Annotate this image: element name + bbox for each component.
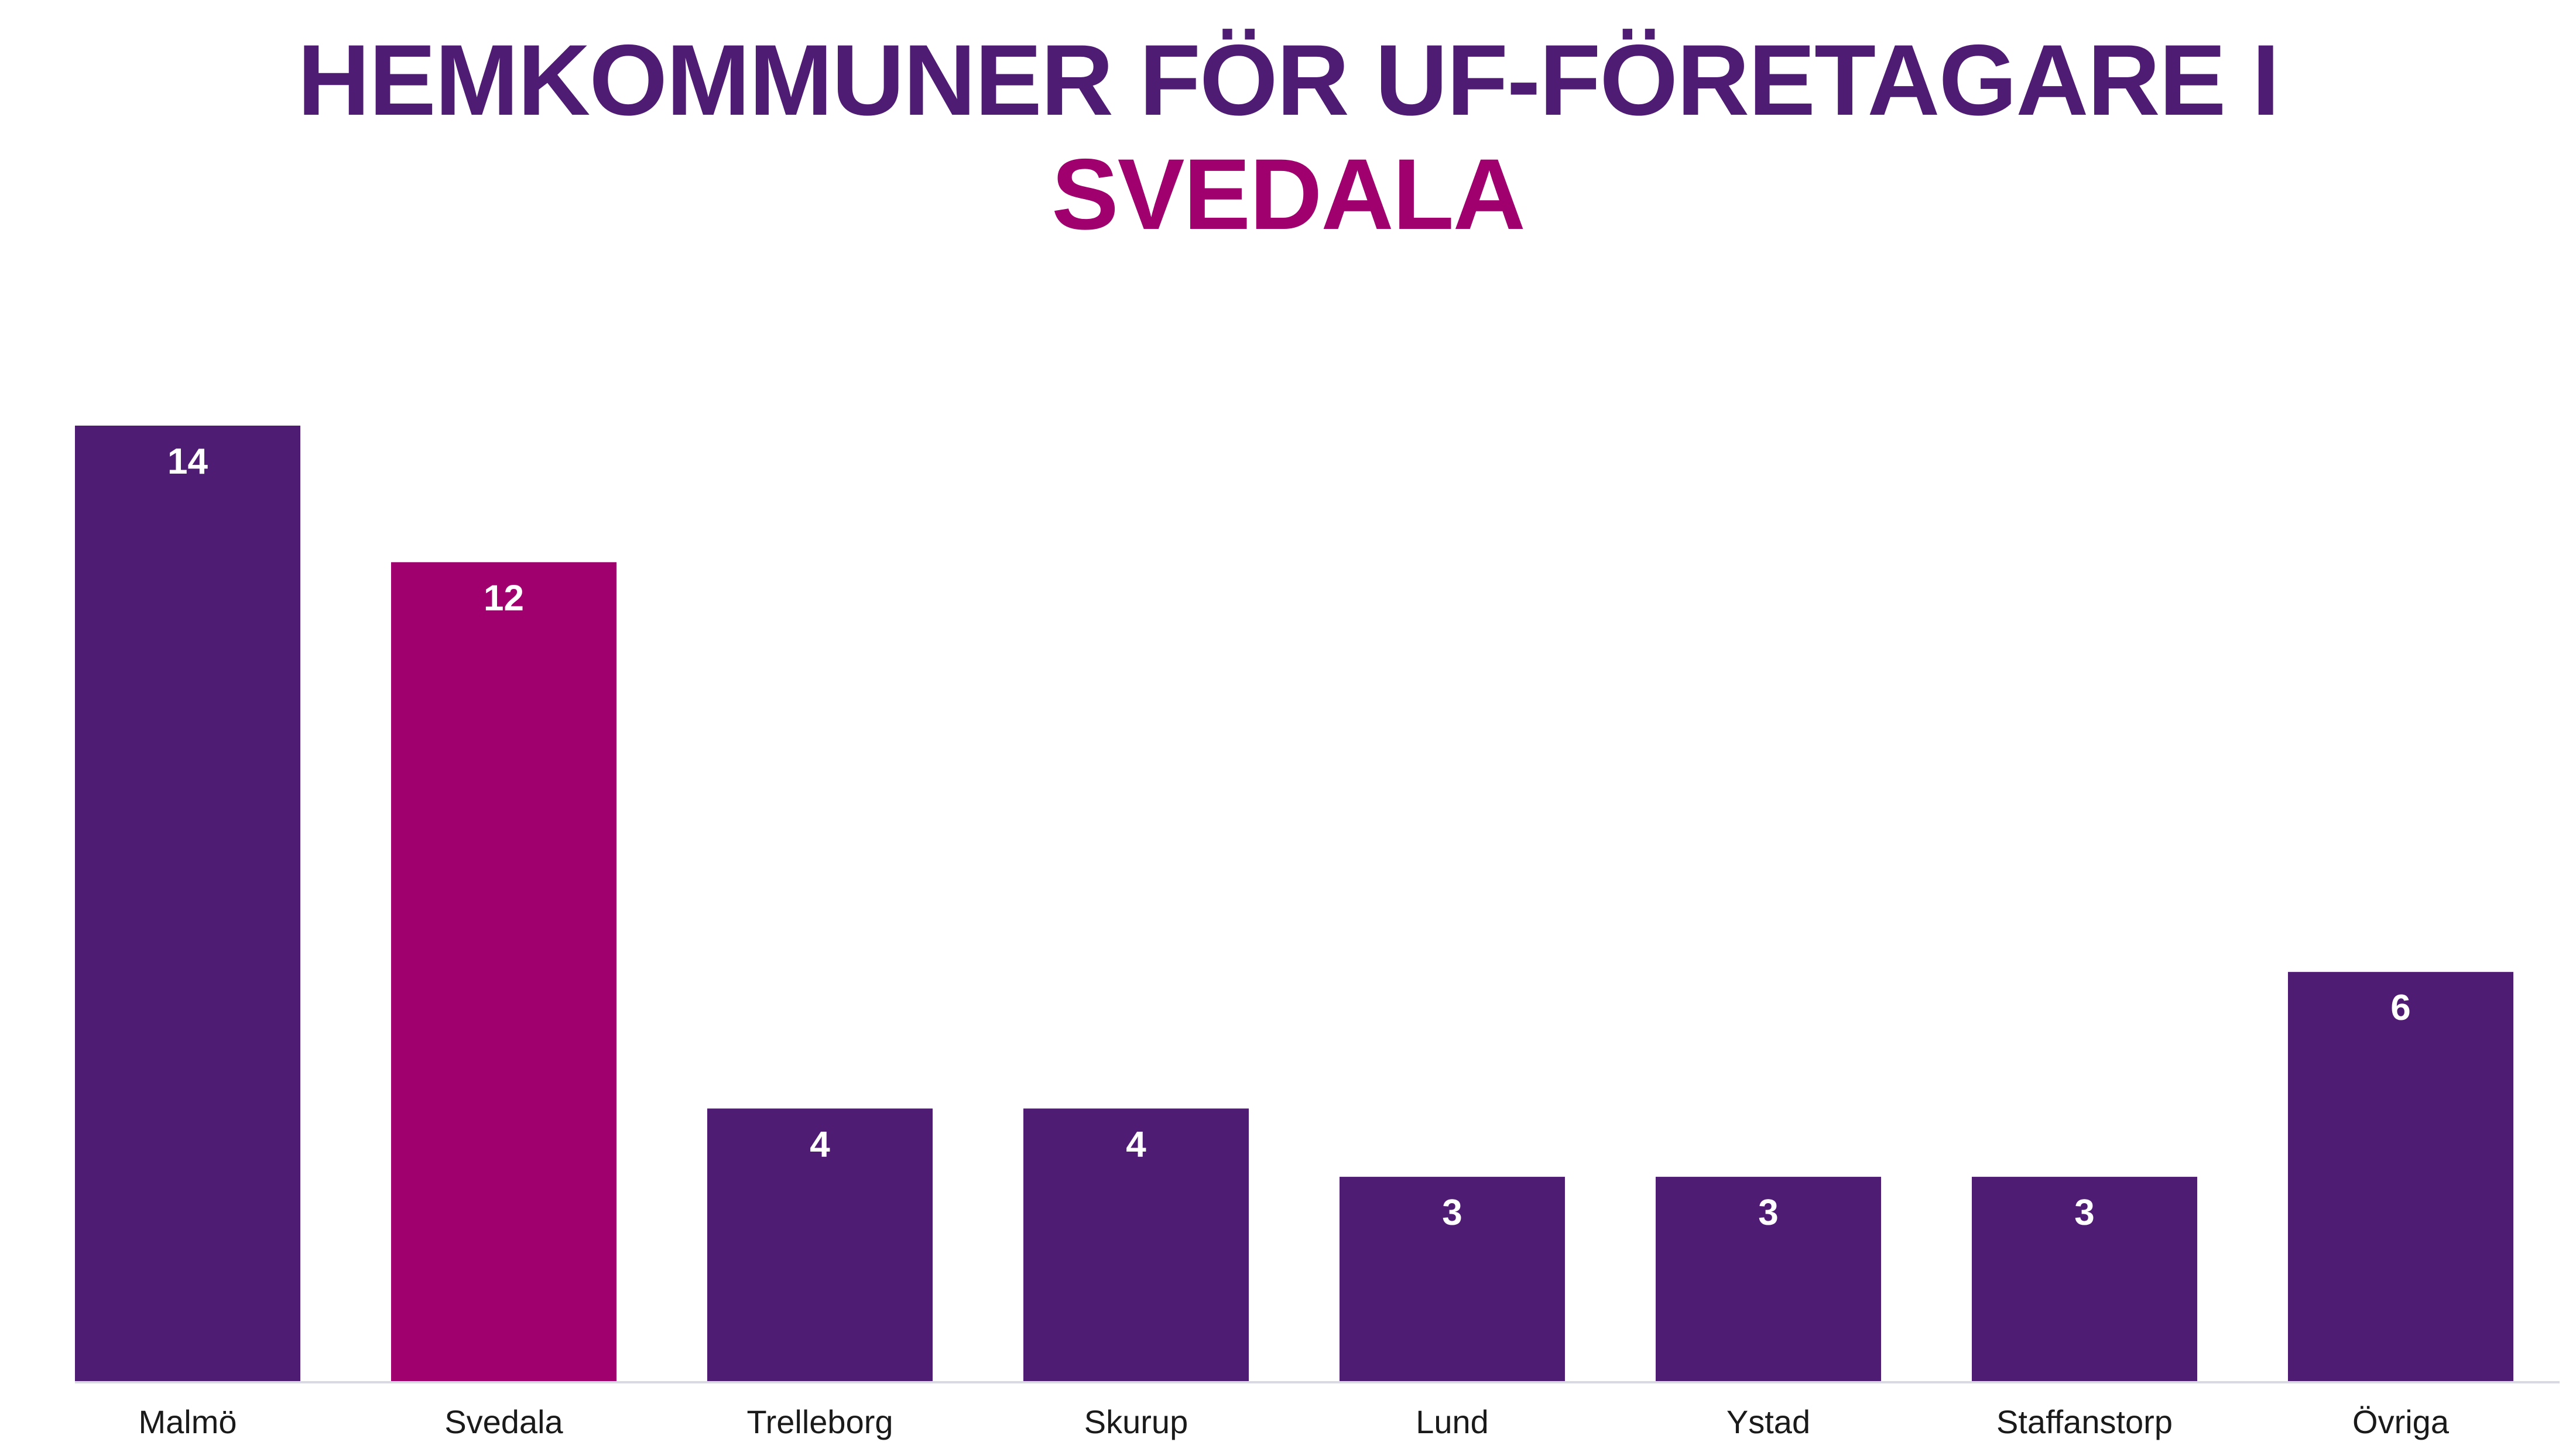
bar-value-label: 6 <box>2390 988 2410 1028</box>
chart-title-line-1: HEMKOMMUNER FÖR UF-FÖRETAGARE I <box>297 24 2280 136</box>
chart-title: HEMKOMMUNER FÖR UF-FÖRETAGARE I SVEDALA <box>0 23 2576 252</box>
category-label: Skurup <box>1084 1403 1188 1440</box>
bar-value-label: 3 <box>1758 1193 1778 1233</box>
bar-ystad <box>1656 1177 1881 1382</box>
bar-value-label: 4 <box>1126 1124 1146 1164</box>
bar-value-label: 3 <box>1442 1193 1462 1233</box>
category-label: Trelleborg <box>746 1403 893 1440</box>
bar-svedala <box>391 562 616 1382</box>
chart-title-line-2: SVEDALA <box>1051 138 1526 251</box>
category-label: Svedala <box>444 1403 563 1440</box>
bars-group: 14 12 4 4 3 3 3 6 <box>75 426 2513 1382</box>
bar-övriga <box>2288 972 2513 1382</box>
category-label: Övriga <box>2352 1403 2450 1440</box>
bar-value-label: 3 <box>2074 1193 2094 1233</box>
category-label: Malmö <box>138 1403 237 1440</box>
bar-value-label: 12 <box>484 578 524 618</box>
category-labels-group: Malmö Svedala Trelleborg Skurup Lund Ystad Sta… <box>138 1403 2449 1440</box>
bar-value-label: 14 <box>167 441 208 482</box>
bar-staffanstorp <box>1972 1177 2197 1382</box>
category-label: Lund <box>1416 1403 1489 1440</box>
category-label: Ystad <box>1727 1403 1810 1440</box>
bar-malmö <box>75 426 300 1382</box>
bar-trelleborg <box>707 1108 933 1382</box>
bar-value-label: 4 <box>810 1124 830 1164</box>
bar-lund <box>1340 1177 1565 1382</box>
bar-skurup <box>1023 1108 1249 1382</box>
category-label: Staffanstorp <box>1996 1403 2173 1440</box>
